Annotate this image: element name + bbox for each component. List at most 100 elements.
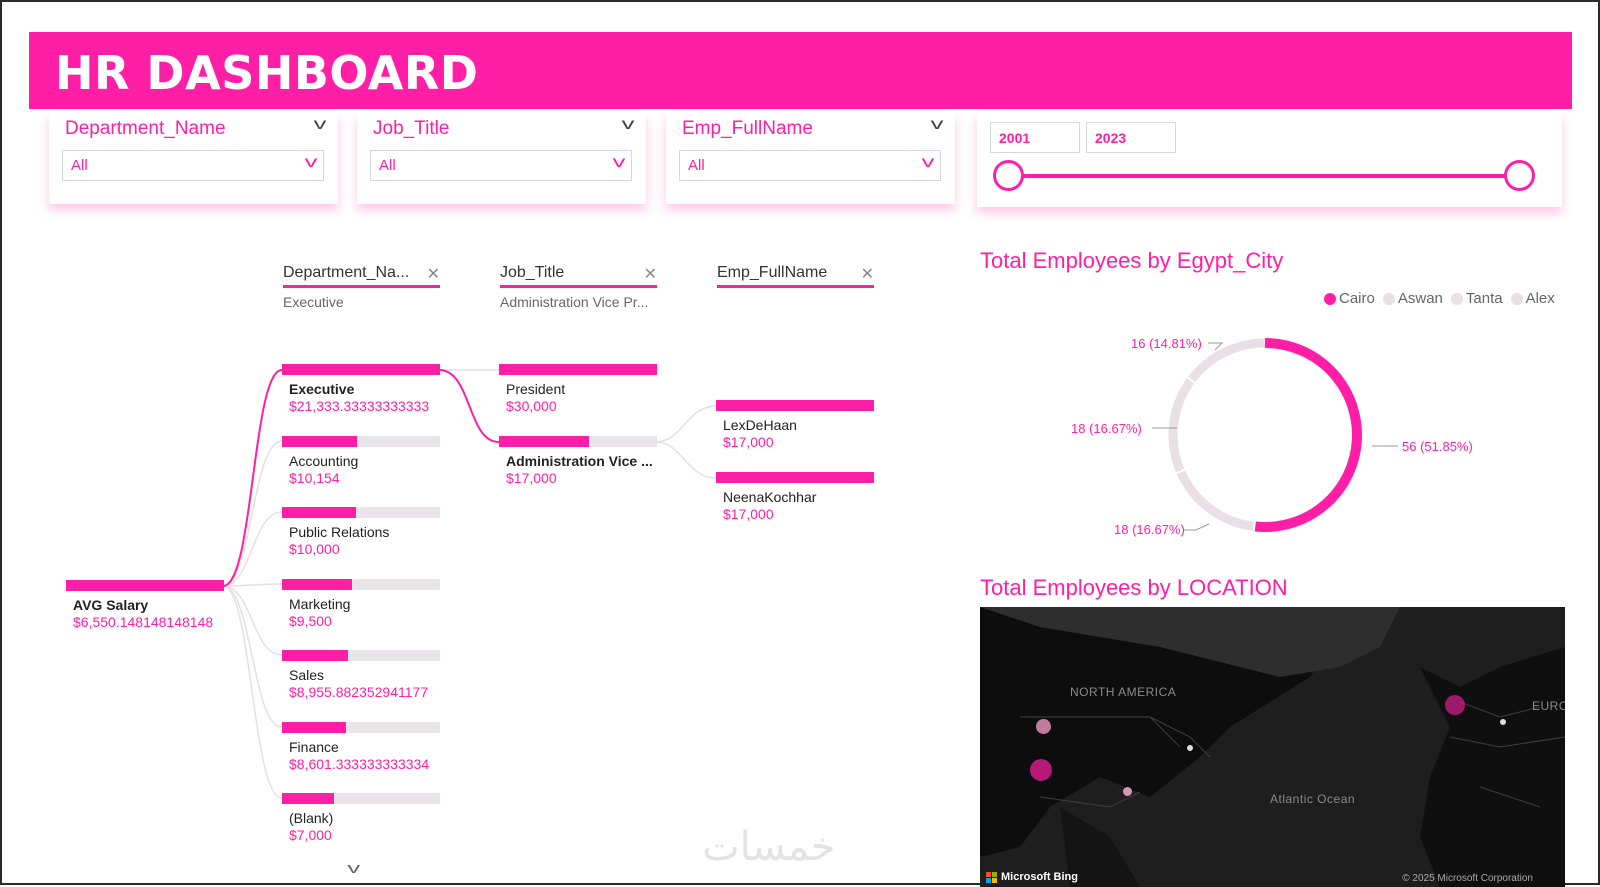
range-slider-track[interactable] — [1009, 174, 1519, 178]
node-value: $10,000 — [289, 541, 340, 557]
map-label-atlantic: Atlantic Ocean — [1270, 792, 1356, 806]
employee-slicer[interactable]: Emp_FullName v All v — [666, 112, 955, 204]
microsoft-logo-icon — [986, 871, 997, 883]
bing-label: Microsoft Bing — [1001, 871, 1078, 883]
map-label-north-america: NORTH AMERICA — [1070, 685, 1177, 699]
legend-dot-icon — [1450, 292, 1463, 305]
node-fill — [499, 436, 589, 447]
chevron-down-icon[interactable]: v — [313, 116, 327, 133]
chevron-down-icon[interactable]: v — [930, 116, 944, 133]
year-range-slicer[interactable]: 2001 2023 — [977, 112, 1562, 207]
node-bar — [66, 580, 224, 591]
tree-level-employee[interactable]: Emp_FullName ✕ — [717, 264, 874, 314]
close-icon[interactable]: ✕ — [426, 266, 440, 283]
donut-slice-alex[interactable] — [1187, 338, 1266, 383]
bing-attribution: Microsoft Bing — [986, 871, 1078, 883]
watermark: خمسات — [702, 824, 836, 870]
department-dropdown[interactable]: All v — [62, 150, 324, 181]
chevron-down-icon[interactable]: v — [347, 860, 361, 877]
node-fill — [282, 436, 358, 447]
node-bar — [282, 507, 440, 518]
node-label: Sales — [289, 667, 325, 683]
donut-separator — [1252, 520, 1257, 533]
close-icon[interactable]: ✕ — [860, 266, 874, 283]
map-bubble[interactable] — [1445, 695, 1465, 715]
close-icon[interactable]: ✕ — [643, 266, 657, 283]
node-value: $8,601.333333333334 — [289, 756, 430, 772]
job-title-dropdown[interactable]: All v — [370, 150, 632, 181]
range-start-handle[interactable] — [993, 160, 1024, 191]
slicer-title: Job_Title — [373, 118, 450, 139]
node-fill — [282, 579, 353, 590]
tree-level-name: Department_Na... — [283, 264, 440, 288]
job-title-slicer[interactable]: Job_Title v All v — [357, 112, 646, 204]
end-year-input[interactable]: 2023 — [1086, 122, 1176, 153]
map-label-europe: EURO — [1532, 699, 1565, 713]
pie-chart-title: Total Employees by Egypt_City — [980, 248, 1284, 273]
node-label: (Blank) — [289, 810, 334, 826]
chevron-down-icon[interactable]: v — [612, 154, 626, 171]
legend-item[interactable]: Alex — [1510, 290, 1555, 307]
node-bar — [499, 436, 657, 447]
location-map[interactable]: NORTH AMERICA Atlantic Ocean EURO Micros… — [980, 607, 1565, 887]
dropdown-value: All — [71, 157, 88, 174]
legend-item[interactable]: Cairo — [1324, 290, 1375, 307]
legend-item[interactable]: Tanta — [1450, 290, 1503, 307]
dashboard-title: HR DASHBOARD — [55, 46, 479, 100]
node-fill — [282, 507, 357, 518]
map-bubble[interactable] — [1030, 759, 1052, 781]
node-bar — [282, 579, 440, 590]
chevron-down-icon[interactable]: v — [621, 116, 635, 133]
legend-dot-icon — [1324, 292, 1336, 305]
tree-level-department[interactable]: Department_Na... ✕ Executive — [283, 264, 440, 314]
tree-level-selection: Administration Vice Pr... — [500, 294, 649, 310]
node-label: LexDeHaan — [723, 417, 797, 433]
donut-separator — [1185, 375, 1197, 385]
map-bubble[interactable] — [1036, 719, 1051, 734]
range-end-handle[interactable] — [1504, 160, 1535, 191]
start-year-input[interactable]: 2001 — [990, 122, 1080, 153]
node-value: $6,550.148148148148 — [73, 614, 214, 630]
map-copyright: © 2025 Microsoft Corporation — [1402, 873, 1533, 884]
pie-data-label: 18 (16.67%) — [1071, 421, 1142, 436]
node-fill — [66, 580, 224, 591]
node-bar — [282, 650, 440, 661]
legend-label: Cairo — [1339, 290, 1375, 307]
node-bar — [282, 364, 440, 375]
employee-dropdown[interactable]: All v — [679, 150, 941, 181]
donut-slice-aswan[interactable] — [1176, 469, 1255, 531]
slicer-title: Department_Name — [65, 118, 226, 139]
map-city-dot — [1500, 719, 1506, 725]
dropdown-value: All — [379, 157, 396, 174]
node-fill — [282, 793, 334, 804]
chevron-down-icon[interactable]: v — [304, 154, 318, 171]
department-slicer[interactable]: Department_Name v All v — [49, 112, 338, 204]
dropdown-value: All — [688, 157, 705, 174]
tree-level-selection: Executive — [283, 294, 344, 310]
node-value: $17,000 — [506, 470, 557, 486]
node-label: Finance — [289, 739, 339, 755]
node-fill — [716, 400, 874, 411]
donut-slice-cairo[interactable] — [1253, 338, 1362, 532]
node-value: $17,000 — [723, 506, 774, 522]
node-fill — [282, 722, 346, 733]
donut-slice-tanta[interactable] — [1168, 377, 1195, 474]
legend-dot-icon — [1510, 292, 1523, 305]
tree-level-job-title[interactable]: Job_Title ✕ Administration Vice Pr... — [500, 264, 657, 314]
node-bar — [282, 436, 440, 447]
map-bubble[interactable] — [1123, 787, 1132, 796]
legend-item[interactable]: Aswan — [1382, 290, 1443, 307]
node-label: Marketing — [289, 596, 351, 612]
pie-legend: Cairo Aswan Tanta Alex — [1324, 290, 1555, 307]
legend-label: Tanta — [1465, 290, 1503, 307]
node-fill — [499, 364, 657, 375]
tree-level-name: Job_Title — [500, 264, 657, 288]
dashboard-header: HR DASHBOARD — [29, 32, 1572, 109]
pie-data-label: 18 (16.67%) — [1114, 522, 1185, 537]
chevron-down-icon[interactable]: v — [921, 154, 935, 171]
donut-chart — [1168, 338, 1362, 533]
node-bar — [282, 793, 440, 804]
node-value: $17,000 — [723, 434, 774, 450]
donut-separator — [1174, 468, 1187, 475]
node-fill — [282, 650, 349, 661]
